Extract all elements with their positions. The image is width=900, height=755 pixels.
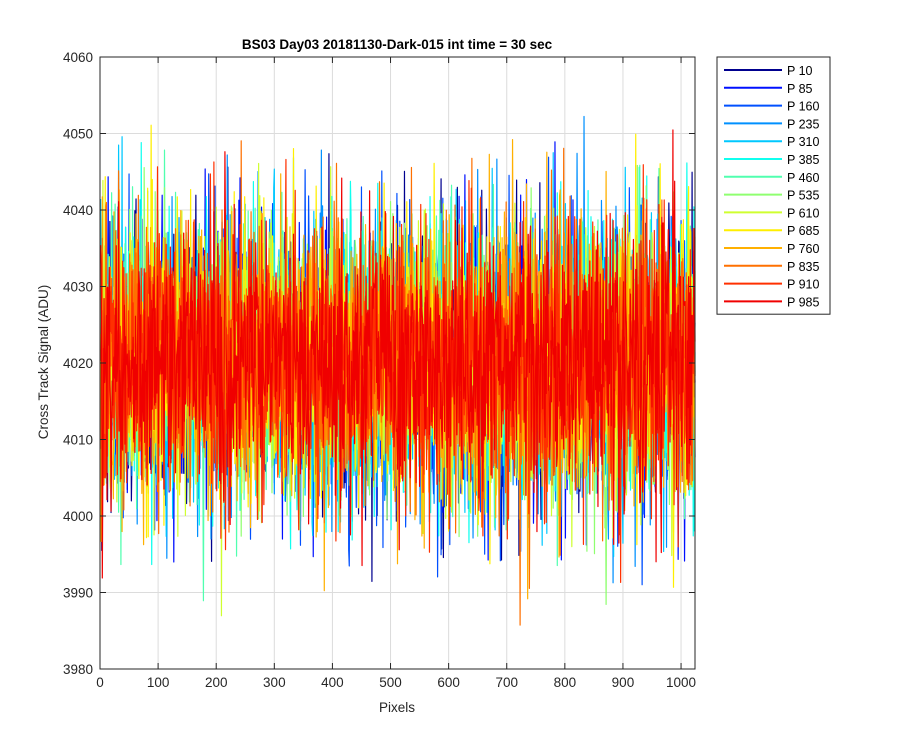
series-lines: [99, 115, 696, 626]
y-tick-label: 4000: [63, 509, 93, 524]
x-tick-label: 500: [379, 675, 402, 690]
x-tick-label: 0: [96, 675, 104, 690]
legend-label: P 910: [787, 278, 819, 292]
legend-label: P 760: [787, 242, 819, 256]
x-tick-label: 700: [495, 675, 518, 690]
legend: P 10 P 85 P 160 P 235 P 310 P 385 P 460 P 535 P …: [716, 56, 831, 315]
y-tick-label: 4020: [63, 356, 93, 371]
chart-title: BS03 Day03 20181130-Dark-015 int time = …: [242, 37, 553, 52]
legend-label: P 835: [787, 260, 819, 274]
y-tick-label: 3980: [63, 662, 93, 677]
y-tick-label: 4010: [63, 433, 93, 448]
x-tick-label: 300: [263, 675, 286, 690]
legend-label: P 85: [787, 82, 813, 96]
legend-label: P 685: [787, 224, 819, 238]
legend-label: P 460: [787, 171, 819, 185]
y-tick-label: 4060: [63, 50, 93, 65]
legend-label: P 10: [787, 64, 813, 78]
x-tick-label: 400: [321, 675, 344, 690]
series-line: [99, 129, 696, 579]
x-tick-label: 200: [205, 675, 228, 690]
y-tick-label: 4050: [63, 127, 93, 142]
legend-label: P 235: [787, 117, 819, 131]
legend-box: [716, 56, 831, 315]
legend-label: P 385: [787, 153, 819, 167]
x-tick-label: 1000: [666, 675, 696, 690]
y-tick-label: 3990: [63, 586, 93, 601]
legend-label: P 985: [787, 295, 819, 309]
legend-label: P 535: [787, 189, 819, 203]
x-axis-label: Pixels: [379, 700, 415, 715]
legend-label: P 610: [787, 206, 819, 220]
y-tick-label: 4040: [63, 203, 93, 218]
x-tick-label: 900: [612, 675, 635, 690]
y-tick-label: 4030: [63, 280, 93, 295]
axis-ticks: 0 100 200 300 400 500 600 700 800 900 1000 3980 3990…: [63, 50, 696, 690]
legend-label: P 310: [787, 135, 819, 149]
legend-label: P 160: [787, 100, 819, 114]
x-tick-label: 800: [554, 675, 577, 690]
x-tick-label: 600: [437, 675, 460, 690]
x-tick-label: 100: [147, 675, 170, 690]
y-axis-label: Cross Track Signal (ADU): [36, 285, 51, 440]
